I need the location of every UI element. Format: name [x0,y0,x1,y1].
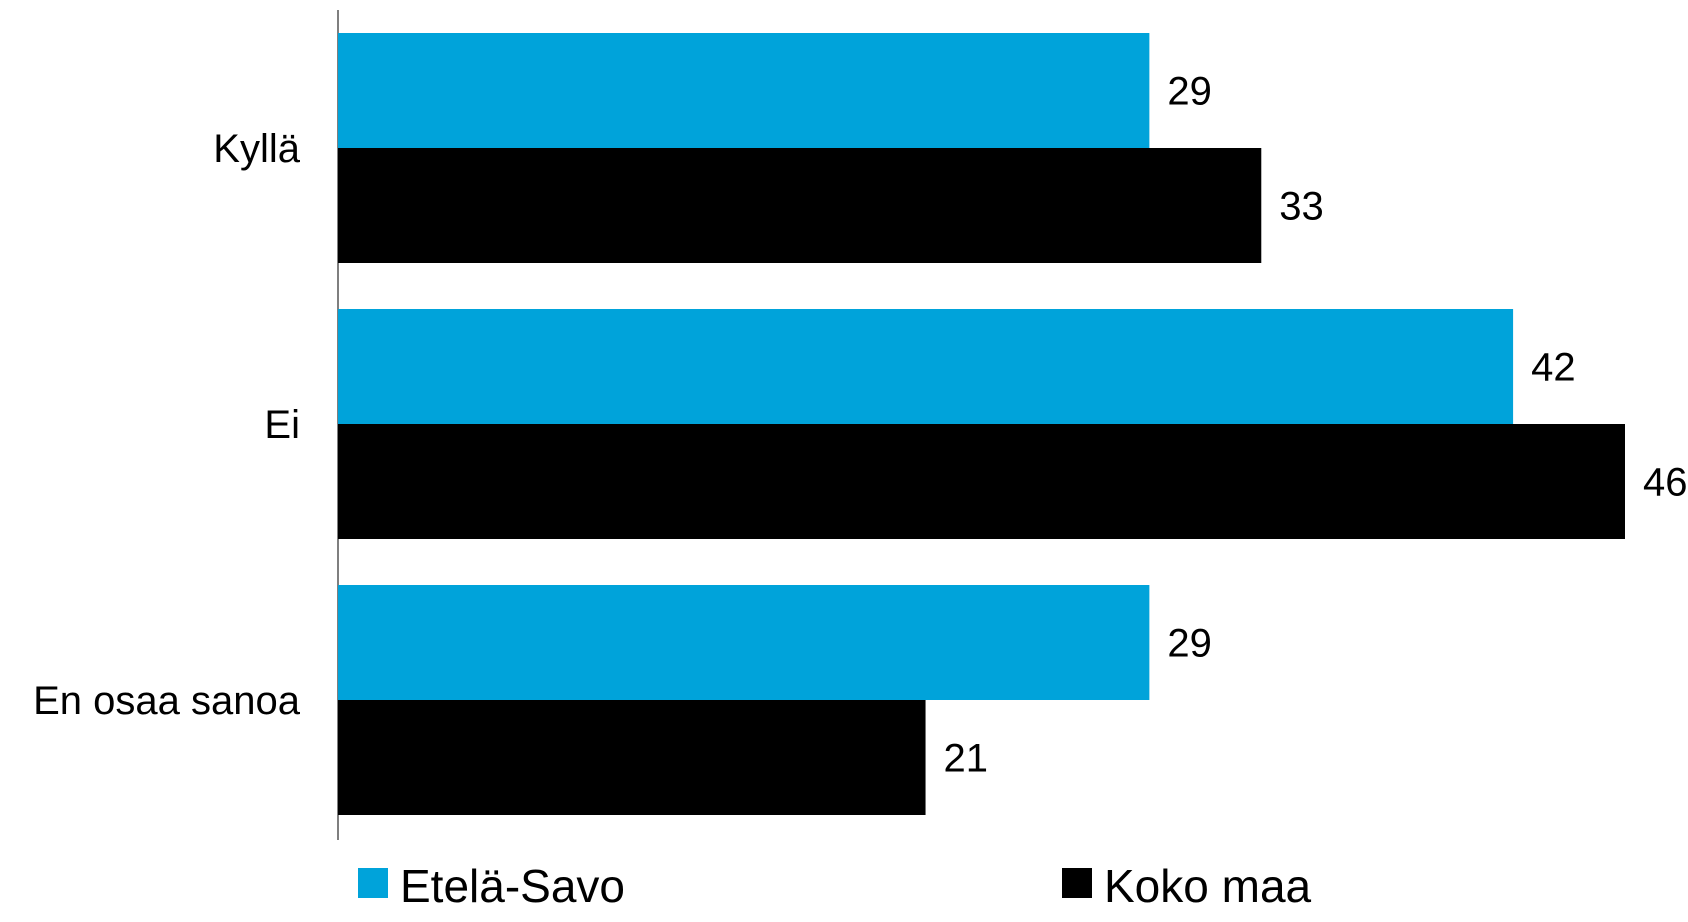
bars-group [338,33,1625,815]
bar-etel-savo-en-osaa-sanoa [338,585,1150,700]
legend-swatch-koko-maa [1062,868,1092,898]
bar-koko-maa-en-osaa-sanoa [338,700,926,815]
bar-etel-savo-ei [338,309,1514,424]
legend-label-etel-savo: Etelä-Savo [400,860,625,912]
data-label-koko-maa-en-osaa-sanoa: 21 [944,737,989,781]
category-label-ei: Ei [264,403,300,447]
data-label-etel-savo-kyll: 29 [1167,70,1212,114]
data-label-koko-maa-kyll: 33 [1279,185,1324,229]
data-labels: 29 33 42 46 29 21 [944,70,1688,781]
data-label-etel-savo-ei: 42 [1531,346,1576,390]
category-label-kyll: Kyllä [213,127,300,171]
legend: Etelä-Savo Koko maa [358,860,1312,912]
data-label-koko-maa-ei: 46 [1643,461,1688,505]
category-labels: Kyllä Ei En osaa sanoa [33,127,301,723]
category-label-en-osaa-sanoa: En osaa sanoa [33,679,301,723]
legend-swatch-etel-savo [358,868,388,898]
data-label-etel-savo-en-osaa-sanoa: 29 [1167,622,1212,666]
legend-label-koko-maa: Koko maa [1104,860,1312,912]
bar-etel-savo-kyll [338,33,1150,148]
bar-koko-maa-kyll [338,148,1262,263]
bar-koko-maa-ei [338,424,1625,539]
